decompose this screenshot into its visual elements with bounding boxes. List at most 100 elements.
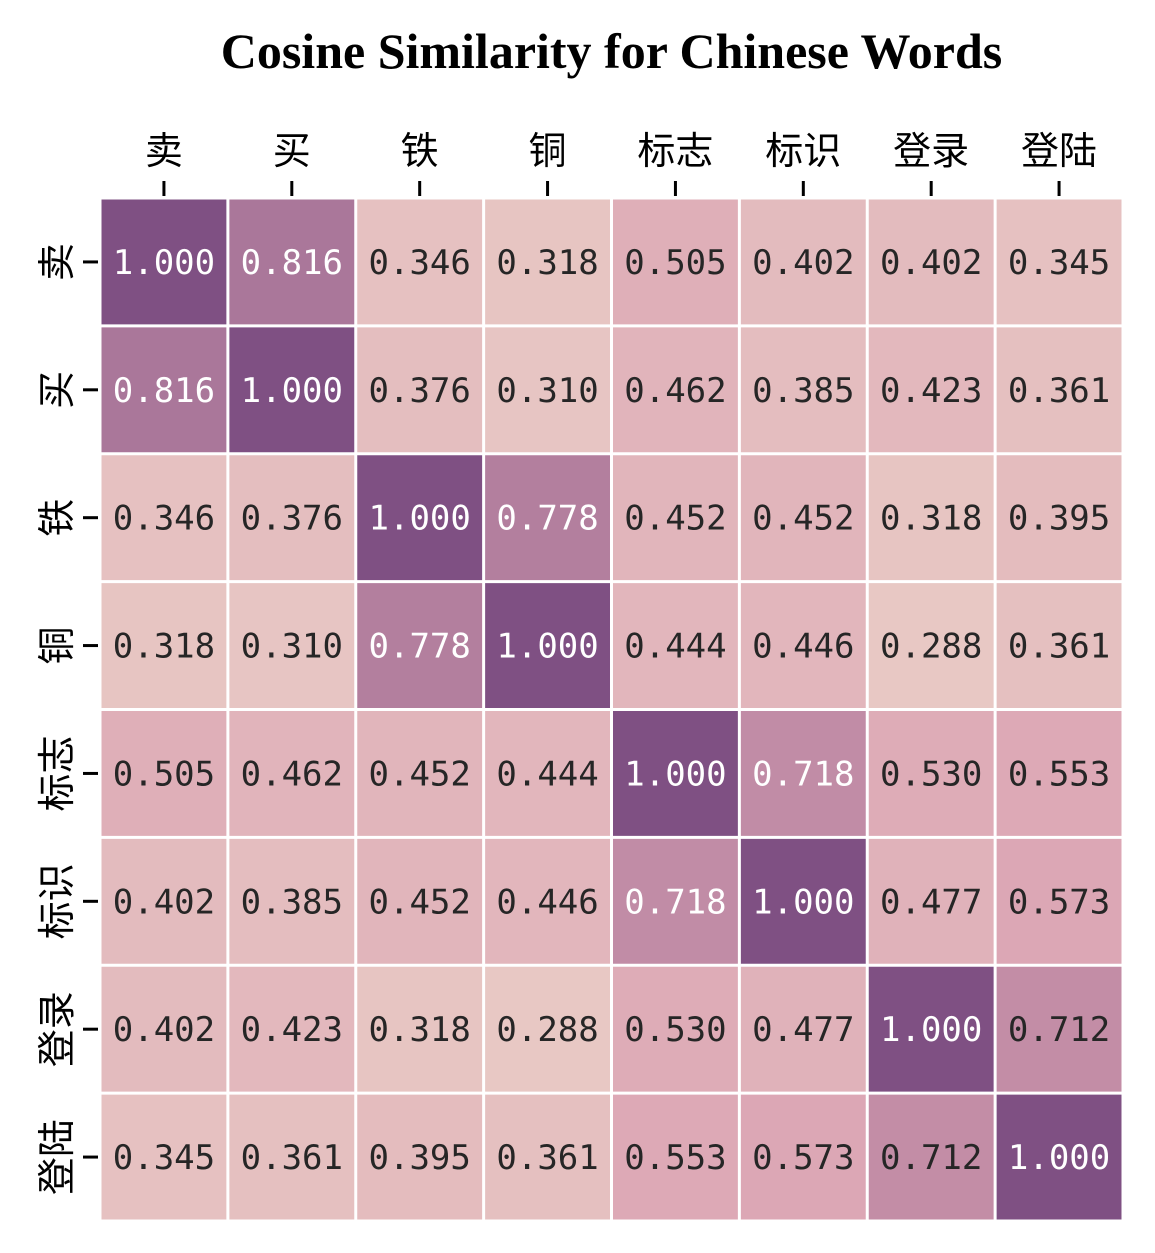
x-tick-label: 登陆 (1021, 129, 1097, 173)
cell-value-label: 0.530 (624, 1010, 726, 1050)
y-tick-label: 标识 (35, 863, 79, 939)
cell-value-label: 0.310 (496, 371, 598, 411)
cell-value-label: 0.361 (1008, 371, 1110, 411)
y-tick-label: 登录 (35, 991, 79, 1067)
cell-value-label: 0.778 (496, 499, 598, 539)
cell-value-label: 0.446 (752, 627, 854, 667)
heatmap-cell (101, 966, 227, 1092)
cell-value-label: 1.000 (496, 627, 598, 667)
heatmap-cell (485, 838, 610, 964)
cell-value-label: 0.385 (752, 371, 854, 411)
cell-value-label: 0.346 (113, 499, 215, 539)
y-tick-label: 铜 (35, 627, 79, 665)
heatmap-cell (485, 966, 610, 1092)
heatmap-cell (740, 199, 866, 325)
heatmap-cell (740, 711, 866, 836)
heatmap-cell (357, 199, 483, 325)
heatmap-cell (613, 838, 738, 964)
heatmap-cell (740, 1094, 866, 1220)
cell-value-label: 0.318 (113, 627, 215, 667)
x-tick-label: 登录 (893, 129, 969, 173)
heatmap-cell (229, 711, 355, 836)
cell-value-label: 0.318 (369, 1010, 471, 1050)
heatmap-cell (613, 711, 738, 836)
heatmap-cell (229, 838, 355, 964)
heatmap-cell (101, 711, 227, 836)
heatmap-cell (868, 711, 994, 836)
cell-value-label: 0.318 (496, 243, 598, 283)
x-tick-label: 卖 (145, 129, 183, 173)
x-tick-label: 标志 (637, 129, 713, 173)
cell-value-label: 0.345 (1008, 243, 1110, 283)
cell-value-label: 1.000 (113, 243, 215, 283)
heatmap-cell (996, 199, 1122, 325)
cell-value-label: 0.361 (1008, 627, 1110, 667)
y-tick-label: 登陆 (35, 1119, 79, 1195)
cell-value-label: 0.553 (1008, 754, 1110, 794)
cell-value-label: 0.462 (624, 371, 726, 411)
cell-value-label: 0.452 (752, 499, 854, 539)
cell-value-label: 0.376 (241, 499, 343, 539)
heatmap-cell (101, 327, 227, 453)
cell-value-label: 0.712 (1008, 1010, 1110, 1050)
heatmap-cell (740, 966, 866, 1092)
cell-value-label: 0.346 (369, 243, 471, 283)
heatmap-cell (740, 583, 866, 708)
cell-value-label: 1.000 (241, 371, 343, 411)
heatmap-cell (868, 327, 994, 453)
heatmap-cell (229, 583, 355, 708)
chart-title: Cosine Similarity for Chinese Words (220, 23, 1003, 79)
heatmap-cell (357, 711, 483, 836)
cell-value-label: 0.423 (241, 1010, 343, 1050)
cell-value-label: 0.361 (241, 1138, 343, 1178)
cell-value-label: 0.288 (496, 1010, 598, 1050)
heatmap-cell (229, 327, 355, 453)
heatmap-cell (868, 1094, 994, 1220)
cell-value-label: 0.452 (369, 882, 471, 922)
heatmap-cell (613, 1094, 738, 1220)
heatmap-cell (868, 199, 994, 325)
heatmap-cell (101, 583, 227, 708)
heatmap-cell (229, 1094, 355, 1220)
cell-value-label: 0.718 (624, 882, 726, 922)
cell-value-label: 1.000 (624, 754, 726, 794)
heatmap-cell (868, 583, 994, 708)
cell-value-label: 0.423 (880, 371, 982, 411)
heatmap-cell (357, 583, 483, 708)
heatmap-cell (485, 455, 610, 581)
cell-value-label: 0.816 (241, 243, 343, 283)
cell-value-label: 0.462 (241, 754, 343, 794)
heatmap-cell (613, 327, 738, 453)
heatmap-cell (996, 455, 1122, 581)
heatmap-cell (357, 1094, 483, 1220)
cell-value-label: 0.553 (624, 1138, 726, 1178)
cell-value-label: 0.477 (880, 882, 982, 922)
heatmap-cell (740, 838, 866, 964)
cell-value-label: 0.778 (369, 627, 471, 667)
cell-value-label: 0.288 (880, 627, 982, 667)
heatmap-cell (996, 838, 1122, 964)
y-tick-label: 铁 (35, 499, 79, 537)
heatmap-cell (357, 455, 483, 581)
heatmap-cell (357, 327, 483, 453)
cell-value-label: 0.446 (496, 882, 598, 922)
heatmap-cell (357, 838, 483, 964)
heatmap-cell (996, 966, 1122, 1092)
cell-value-label: 0.444 (496, 754, 598, 794)
cell-value-label: 0.573 (752, 1138, 854, 1178)
cell-value-label: 0.530 (880, 754, 982, 794)
cell-value-label: 0.444 (624, 627, 726, 667)
cell-value-label: 0.310 (241, 627, 343, 667)
cell-value-label: 0.402 (113, 882, 215, 922)
cell-value-label: 0.385 (241, 882, 343, 922)
y-tick-label: 买 (35, 371, 79, 409)
cell-value-label: 1.000 (1008, 1138, 1110, 1178)
heatmap-cell (868, 838, 994, 964)
heatmap-cell (613, 583, 738, 708)
cell-value-label: 0.816 (113, 371, 215, 411)
heatmap-cell (229, 455, 355, 581)
x-axis: 卖 买 铁 铜 标志 标识 登录 登陆 (145, 129, 1097, 196)
cell-value-label: 0.573 (1008, 882, 1110, 922)
